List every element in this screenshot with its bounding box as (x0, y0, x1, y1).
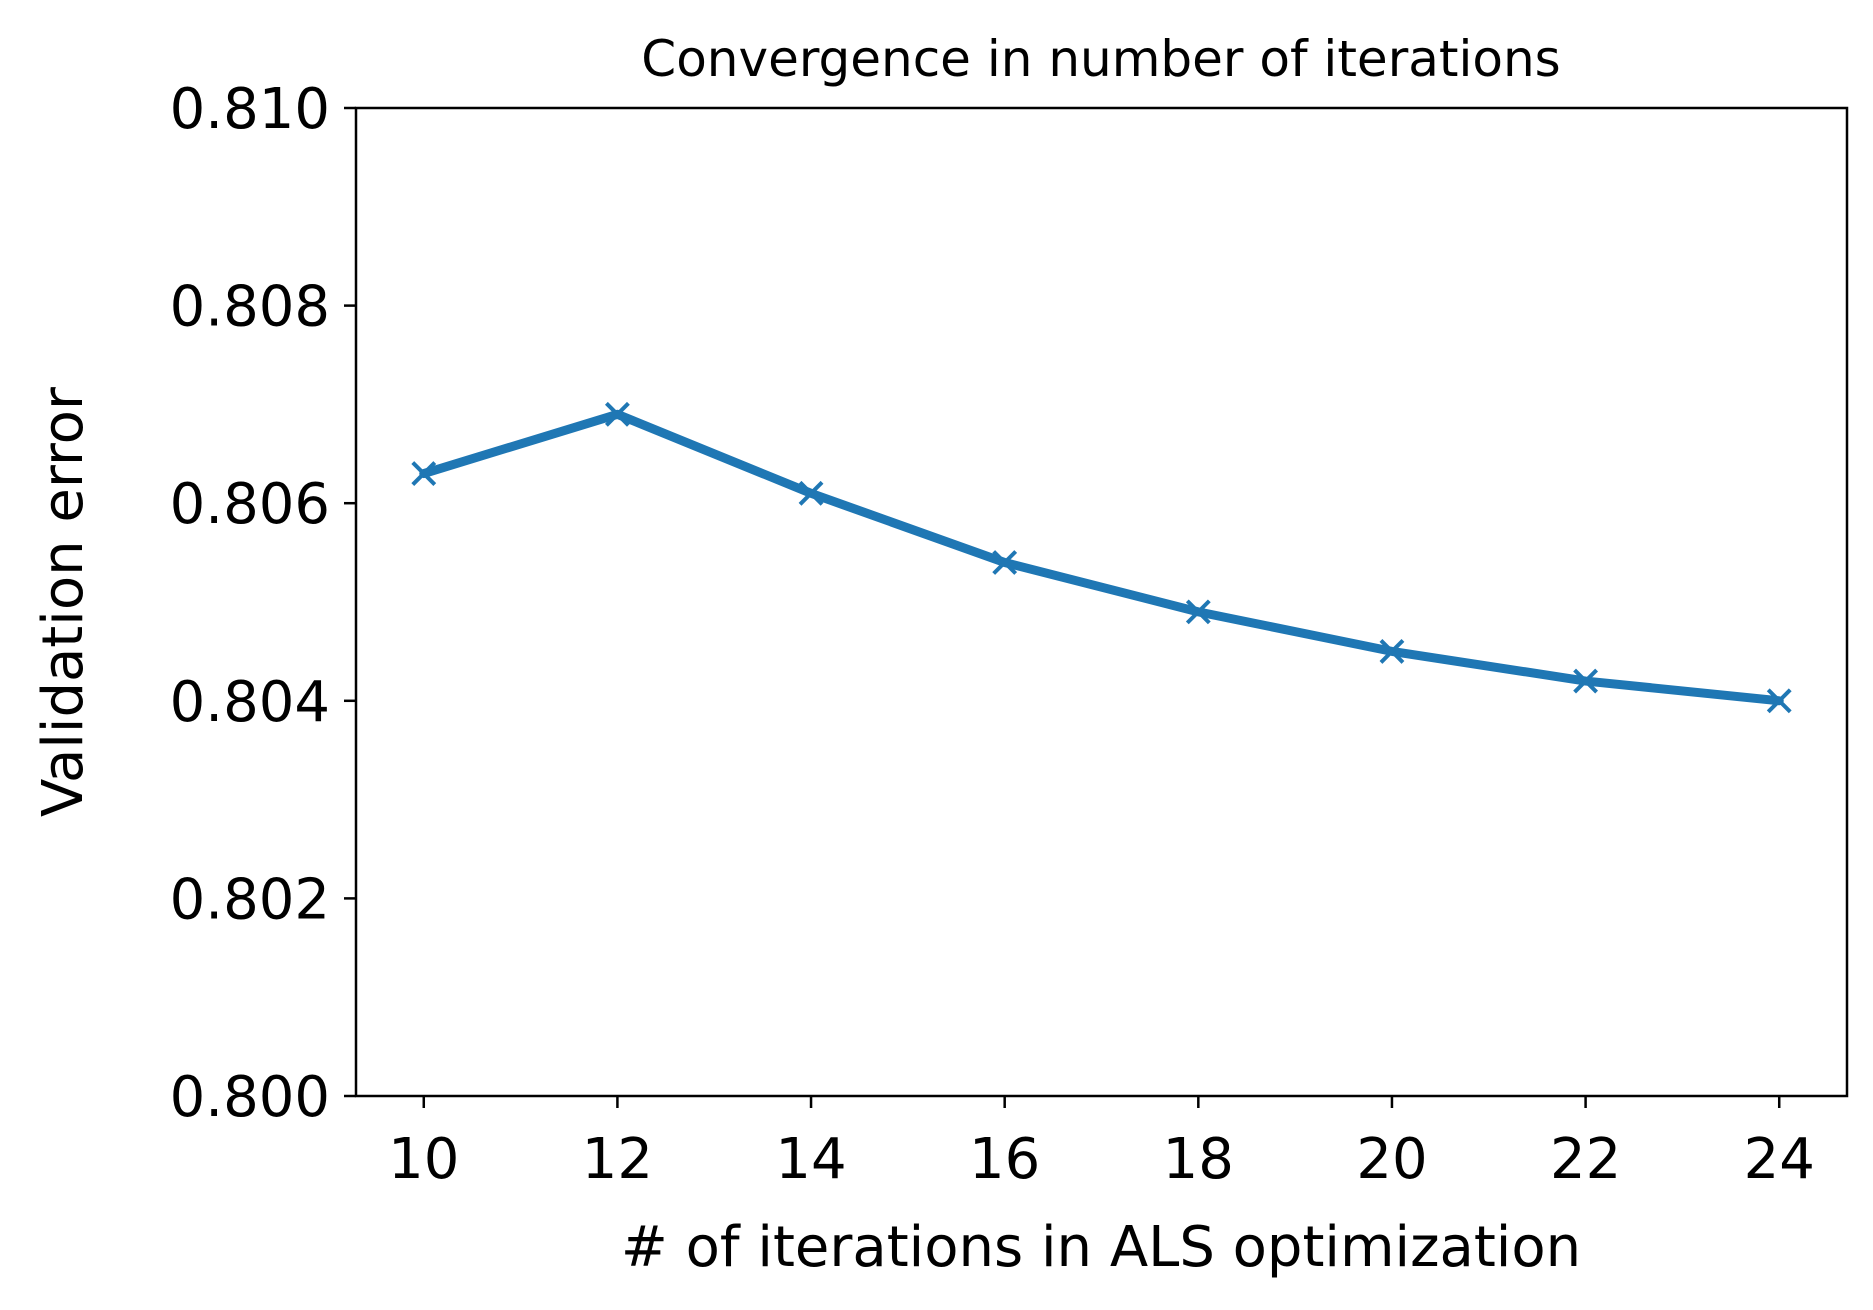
data-point-marker (798, 480, 824, 506)
data-point-marker (411, 461, 437, 486)
x-tick-label: 20 (1356, 1127, 1427, 1192)
data-point-marker (604, 401, 630, 427)
x-tick-label: 24 (1744, 1127, 1815, 1192)
x-tick-label: 14 (775, 1127, 846, 1192)
y-tick-label: 0.810 (170, 77, 330, 142)
y-tick-label: 0.802 (170, 867, 330, 932)
x-tick-label: 16 (969, 1127, 1040, 1192)
x-tick-label: 22 (1550, 1127, 1621, 1192)
data-point-marker (1379, 638, 1405, 664)
y-tick-label: 0.808 (170, 275, 330, 340)
y-axis: 0.800 0.802 0.804 0.806 0.808 0.810 (170, 77, 356, 1130)
x-axis-label: # of iterations in ALS optimization (621, 1215, 1581, 1280)
y-tick-label: 0.804 (170, 670, 330, 735)
y-axis-label: Validation error (31, 386, 96, 817)
data-point-marker (1573, 668, 1599, 694)
x-axis: 10 12 14 16 18 20 22 24 (388, 1096, 1815, 1192)
plot-frame (354, 106, 1849, 1098)
y-tick-label: 0.806 (170, 472, 330, 537)
x-tick-label: 12 (582, 1127, 653, 1192)
data-point-marker (992, 550, 1018, 575)
data-point-marker (1185, 599, 1211, 625)
x-tick-label: 18 (1163, 1127, 1234, 1192)
x-tick-label: 10 (388, 1127, 459, 1192)
y-tick-label: 0.800 (170, 1065, 330, 1130)
chart-title: Convergence in number of iterations (641, 30, 1560, 88)
series-line (419, 409, 1784, 706)
data-point-marker (1766, 688, 1792, 714)
series-layer (411, 401, 1792, 714)
